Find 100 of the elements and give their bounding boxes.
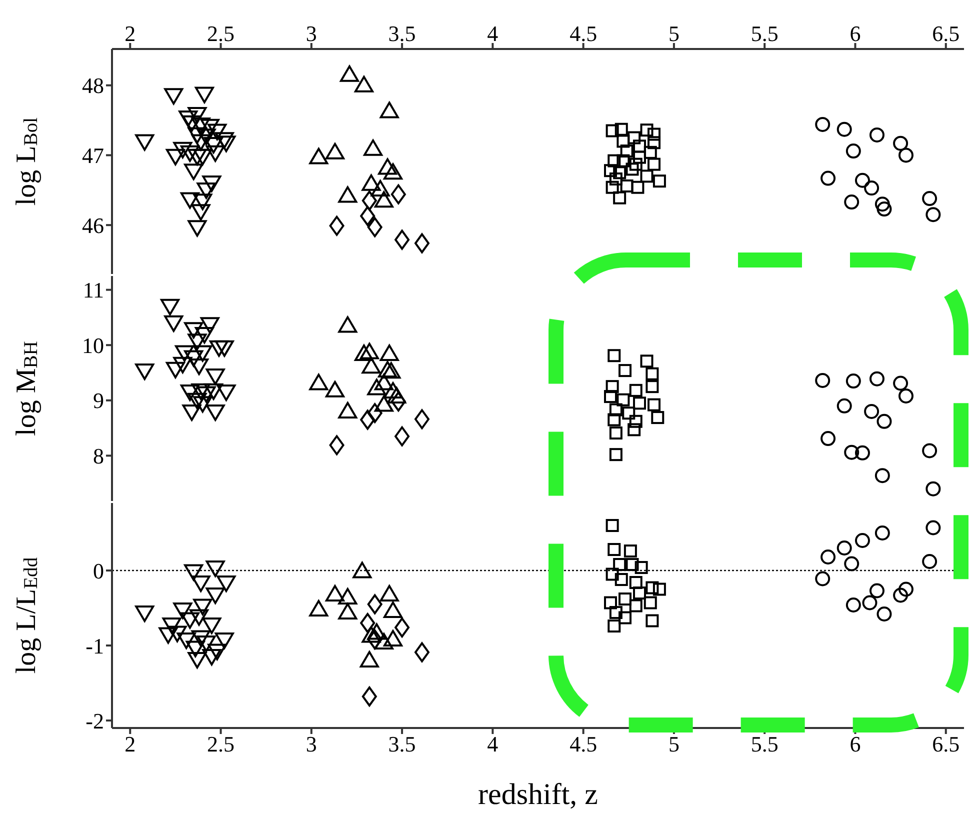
point: [854, 445, 870, 460]
point: [893, 376, 908, 391]
x-tick-label: 2: [124, 732, 136, 757]
point: [626, 558, 639, 571]
point: [640, 170, 654, 183]
point: [206, 404, 225, 421]
point: [844, 194, 860, 210]
point: [208, 124, 227, 140]
point: [209, 340, 228, 357]
point: [815, 116, 830, 132]
y-tick-label: 48: [82, 73, 104, 98]
point: [629, 384, 642, 397]
point: [646, 614, 659, 628]
point: [175, 345, 194, 362]
point: [614, 573, 628, 586]
point: [874, 468, 890, 484]
point: [648, 128, 661, 141]
point: [876, 202, 892, 217]
point: [628, 423, 641, 436]
point: [618, 364, 632, 378]
point: [193, 148, 212, 166]
point: [606, 519, 619, 532]
x2-tick-label: 6.5: [932, 21, 960, 46]
x-tick-label: 2.5: [207, 732, 235, 757]
point: [846, 374, 861, 389]
point: [614, 122, 628, 136]
point: [367, 630, 382, 650]
point: [820, 550, 836, 564]
point: [329, 216, 344, 236]
point: [196, 182, 216, 199]
point: [846, 144, 861, 159]
point: [846, 598, 861, 612]
point: [135, 364, 154, 380]
point: [633, 586, 646, 600]
point: [394, 426, 410, 446]
point: [352, 562, 372, 578]
point: [184, 322, 204, 339]
point: [836, 122, 852, 137]
point: [644, 596, 657, 610]
point: [613, 191, 626, 204]
point: [648, 136, 661, 150]
point: [633, 396, 646, 410]
point: [390, 184, 406, 204]
point: [608, 413, 621, 426]
point: [193, 396, 212, 413]
point: [160, 298, 180, 316]
point: [854, 533, 870, 548]
point: [608, 349, 621, 362]
point: [180, 192, 200, 209]
point: [606, 568, 619, 581]
point: [200, 118, 220, 136]
x2-tick-label: 4: [487, 21, 498, 46]
point: [604, 390, 618, 404]
point: [188, 220, 207, 237]
point: [820, 170, 836, 186]
point: [869, 127, 884, 142]
point: [926, 481, 941, 496]
point: [206, 368, 225, 386]
point: [206, 560, 225, 577]
point: [190, 358, 209, 376]
point: [367, 217, 382, 238]
point: [374, 191, 394, 208]
point: [178, 110, 198, 127]
point: [394, 230, 410, 250]
point: [184, 350, 204, 367]
point: [204, 383, 224, 400]
point: [608, 543, 621, 556]
point: [191, 134, 210, 151]
point: [360, 410, 376, 430]
y-tick-label: 47: [82, 143, 104, 168]
point: [616, 154, 630, 168]
point: [618, 611, 632, 624]
point: [202, 175, 222, 192]
point: [628, 131, 641, 144]
point: [646, 581, 659, 594]
point: [193, 194, 212, 210]
point: [194, 86, 214, 104]
point: [876, 414, 892, 429]
point: [864, 404, 880, 419]
point: [648, 158, 661, 171]
y-tick-label: 11: [82, 278, 104, 303]
point: [338, 186, 358, 203]
point: [620, 179, 634, 192]
point: [168, 626, 187, 642]
point: [629, 158, 642, 171]
point: [191, 204, 210, 221]
point: [629, 576, 642, 589]
point: [922, 554, 938, 569]
x2-tick-label: 3: [306, 21, 317, 46]
point: [606, 180, 619, 194]
point: [188, 392, 207, 410]
x-tick-label: 4: [487, 732, 498, 757]
point: [216, 136, 236, 152]
point: [166, 362, 185, 378]
y-tick-label: 9: [93, 388, 104, 414]
point: [609, 403, 622, 416]
point: [173, 602, 192, 619]
point: [640, 354, 654, 368]
point: [629, 414, 642, 428]
point: [644, 146, 657, 159]
